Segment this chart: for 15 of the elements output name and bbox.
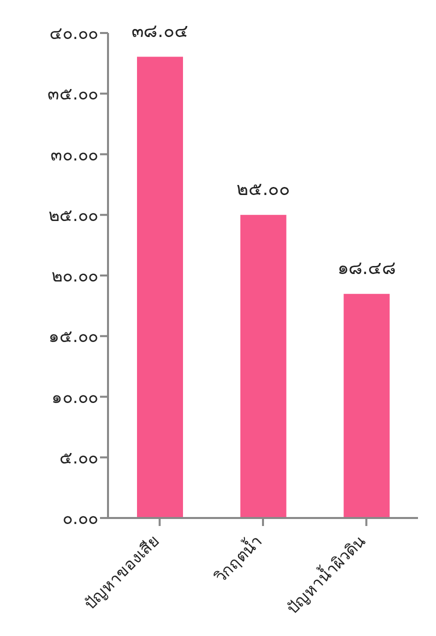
y-tick-label: ๓๕.๐๐	[48, 84, 98, 105]
y-tick-label: ๒๕.๐๐	[48, 206, 98, 226]
y-tick-label: ๑๕.๐๐	[48, 327, 98, 348]
y-tick-label: ๐.๐๐	[62, 509, 98, 530]
data-label: ๑๘.๔๘	[337, 258, 396, 279]
data-label: ๒๕.๐๐	[236, 178, 290, 200]
y-tick-label: ๓๐.๐๐	[50, 145, 98, 166]
y-tick-label: ๑๐.๐๐	[52, 388, 98, 408]
y-tick-label: ๕.๐๐	[60, 448, 98, 468]
data-label: ๓๘.๐๔	[132, 20, 188, 42]
bar	[240, 214, 286, 518]
y-tick-label: ๒๐.๐๐	[52, 266, 98, 287]
bar	[344, 294, 390, 518]
y-tick-label: ๔๐.๐๐	[50, 24, 98, 44]
bar	[137, 56, 183, 518]
